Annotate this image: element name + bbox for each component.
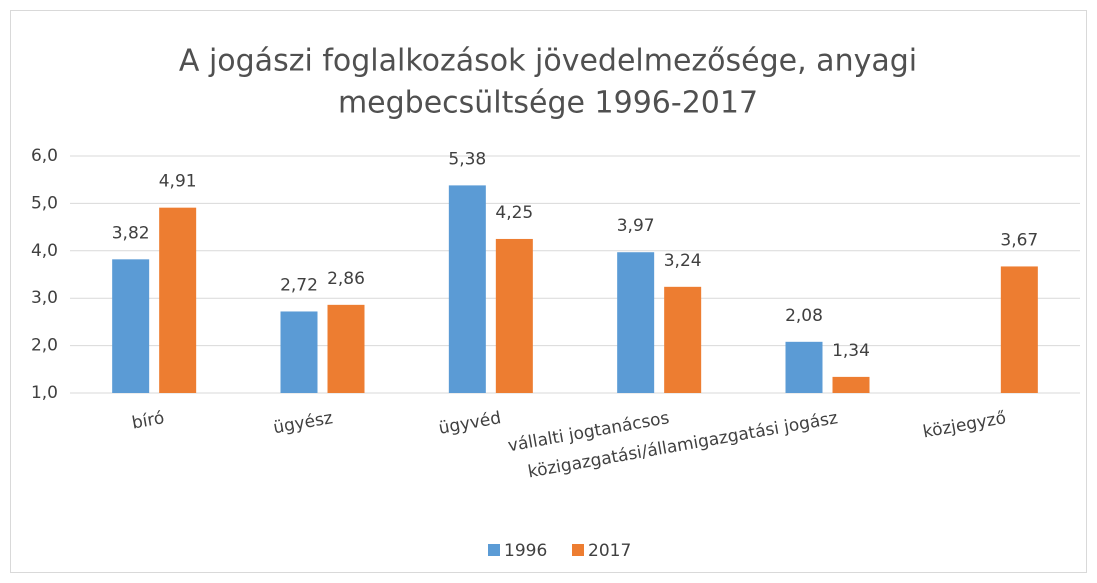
- value-label: 3,97: [617, 216, 655, 236]
- value-label: 3,24: [664, 251, 702, 271]
- y-tick-label: 3,0: [31, 288, 58, 308]
- value-label: 3,82: [112, 223, 150, 243]
- legend-swatch: [572, 544, 584, 556]
- y-tick-label: 1,0: [31, 383, 58, 403]
- bar: [495, 238, 533, 393]
- value-label: 2,08: [785, 306, 823, 326]
- bar: [832, 376, 870, 393]
- bar: [664, 286, 702, 393]
- value-label: 5,38: [448, 149, 486, 169]
- bar: [785, 341, 823, 393]
- value-label: 2,86: [327, 269, 365, 289]
- bar: [280, 311, 318, 393]
- bar: [1000, 266, 1038, 393]
- chart-title: megbecsültsége 1996-2017: [338, 86, 758, 121]
- chart-title: A jogászi foglalkozások jövedelmezősége,…: [179, 44, 917, 79]
- y-tick-label: 6,0: [31, 146, 58, 166]
- y-tick-label: 5,0: [31, 193, 58, 213]
- bar: [448, 185, 486, 393]
- value-label: 1,34: [832, 341, 870, 361]
- legend-swatch: [488, 544, 500, 556]
- legend-label: 2017: [588, 541, 631, 561]
- legend-label: 1996: [504, 541, 547, 561]
- y-tick-label: 2,0: [31, 336, 58, 356]
- value-label: 3,67: [1000, 230, 1038, 250]
- value-label: 4,25: [495, 203, 533, 223]
- bar: [112, 259, 150, 393]
- value-label: 4,91: [159, 172, 197, 192]
- value-label: 2,72: [280, 275, 318, 295]
- bar: [159, 207, 197, 393]
- bar: [617, 252, 655, 393]
- bar: [327, 304, 365, 393]
- y-tick-label: 4,0: [31, 241, 58, 261]
